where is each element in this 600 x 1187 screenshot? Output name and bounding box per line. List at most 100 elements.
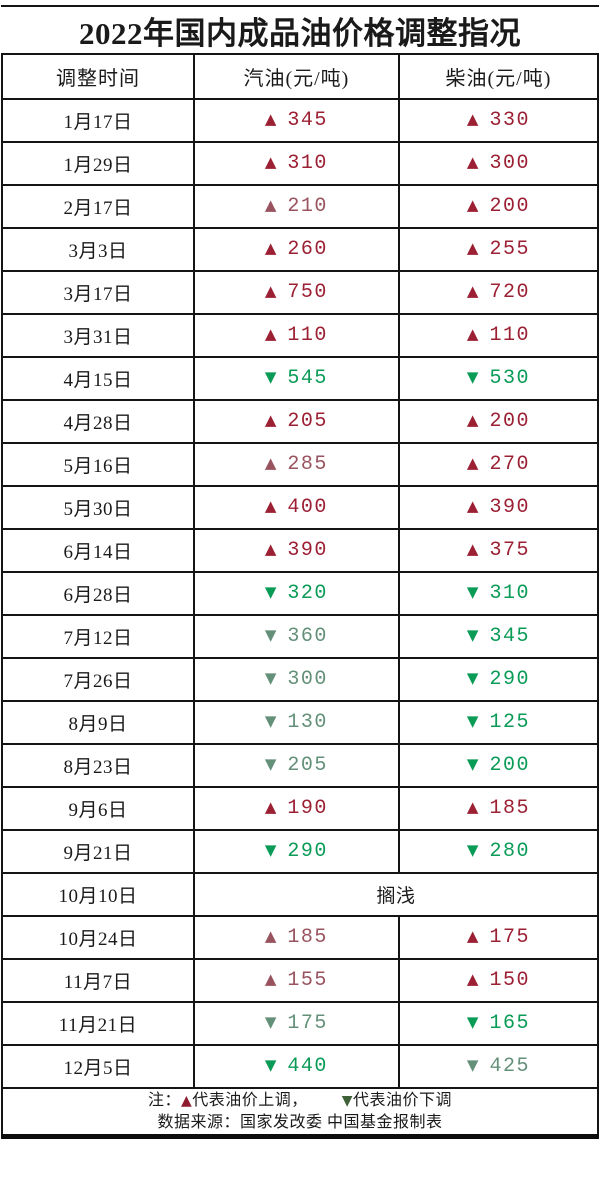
down-triangle-icon: ▼ <box>466 583 479 601</box>
source-line: 数据来源：国家发改委 中国基金报制表 <box>157 1114 443 1131</box>
adjustment-value: 390 <box>287 539 328 562</box>
table-row: 11月7日 ▲ 155 ▲ 150 <box>1 958 600 1003</box>
down-triangle-icon: ▼ <box>466 626 479 644</box>
adjustment-value: 110 <box>287 324 328 347</box>
date-cell: 1月29日 <box>1 141 195 186</box>
table-row: 7月12日 ▼ 360 ▼ 345 <box>1 614 600 659</box>
table-row: 8月9日 ▼ 130 ▼ 125 <box>1 700 600 745</box>
column-header-gasoline: 汽油(元/吨) <box>192 53 400 100</box>
adjustment-value: 185 <box>489 797 530 820</box>
adjustment-value: 530 <box>489 367 530 390</box>
adjustment-value: 175 <box>489 926 530 949</box>
up-triangle-icon: ▲ <box>466 196 479 214</box>
date-cell: 9月6日 <box>1 786 195 831</box>
adjustment-value: 200 <box>489 195 530 218</box>
adjustment-value: 190 <box>287 797 328 820</box>
gasoline-cell: ▼ 300 <box>192 657 400 702</box>
table-row: 9月6日 ▲ 190 ▲ 185 <box>1 786 600 831</box>
up-triangle-icon: ▲ <box>264 540 277 558</box>
date-cell: 1月17日 <box>1 98 195 143</box>
up-triangle-icon: ▲ <box>466 798 479 816</box>
gasoline-cell: ▲ 185 <box>192 915 400 960</box>
diesel-cell: ▲ 200 <box>397 399 600 444</box>
gasoline-cell: ▲ 205 <box>192 399 400 444</box>
up-triangle-icon: ▲ <box>466 497 479 515</box>
note-prefix: 注： <box>147 1092 181 1109</box>
gasoline-cell: ▼ 545 <box>192 356 400 401</box>
diesel-cell: ▲ 270 <box>397 442 600 487</box>
diesel-cell: ▼ 290 <box>397 657 600 702</box>
adjustment-value: 290 <box>287 840 328 863</box>
date-cell: 7月12日 <box>1 614 195 659</box>
stranded-merged-cell: 搁浅 <box>192 872 600 917</box>
down-triangle-icon: ▼ <box>341 1093 354 1109</box>
up-triangle-icon: ▲ <box>264 497 277 515</box>
table-row: 12月5日 ▼ 440 ▼ 425 <box>1 1044 600 1089</box>
adjustment-value: 750 <box>287 281 328 304</box>
adjustment-value: 130 <box>287 711 328 734</box>
column-header-adjust-time: 调整时间 <box>1 53 195 100</box>
up-triangle-icon: ▲ <box>466 927 479 945</box>
date-cell: 6月14日 <box>1 528 195 573</box>
table-row: 2月17日 ▲ 210 ▲ 200 <box>1 184 600 229</box>
table-row: 5月16日 ▲ 285 ▲ 270 <box>1 442 600 487</box>
diesel-cell: ▼ 125 <box>397 700 600 745</box>
diesel-cell: ▼ 200 <box>397 743 600 788</box>
up-triangle-icon: ▲ <box>264 411 277 429</box>
adjustment-value: 330 <box>489 109 530 132</box>
adjustment-value: 375 <box>489 539 530 562</box>
date-cell: 3月31日 <box>1 313 195 358</box>
up-triangle-icon: ▲ <box>264 239 277 257</box>
table-row: 4月28日 ▲ 205 ▲ 200 <box>1 399 600 444</box>
up-triangle-icon: ▲ <box>466 153 479 171</box>
gasoline-cell: ▲ 390 <box>192 528 400 573</box>
date-cell: 8月23日 <box>1 743 195 788</box>
diesel-cell: ▲ 185 <box>397 786 600 831</box>
table-row: 8月23日 ▼ 205 ▼ 200 <box>1 743 600 788</box>
up-triangle-icon: ▲ <box>264 325 277 343</box>
gasoline-cell: ▲ 345 <box>192 98 400 143</box>
adjustment-value: 205 <box>287 754 328 777</box>
gasoline-cell: ▲ 260 <box>192 227 400 272</box>
price-adjustment-table: 调整时间 汽油(元/吨) 柴油(元/吨) 1月17日 ▲ 345 ▲ 330 1月29日 ▲… <box>1 53 600 1139</box>
down-triangle-icon: ▼ <box>466 1056 479 1074</box>
date-cell: 2月17日 <box>1 184 195 229</box>
gasoline-cell: ▲ 310 <box>192 141 400 186</box>
diesel-cell: ▼ 165 <box>397 1001 600 1046</box>
down-triangle-icon: ▼ <box>264 755 277 773</box>
down-triangle-icon: ▼ <box>466 1013 479 1031</box>
diesel-cell: ▲ 200 <box>397 184 600 229</box>
down-triangle-icon: ▼ <box>264 841 277 859</box>
adjustment-value: 260 <box>287 238 328 261</box>
table-row: 10月10日 搁浅 <box>1 872 600 917</box>
adjustment-value: 345 <box>489 625 530 648</box>
diesel-cell: ▼ 345 <box>397 614 600 659</box>
date-cell: 5月30日 <box>1 485 195 530</box>
table-row: 5月30日 ▲ 400 ▲ 390 <box>1 485 600 530</box>
gasoline-cell: ▼ 320 <box>192 571 400 616</box>
adjustment-value: 175 <box>287 1012 328 1035</box>
down-triangle-icon: ▼ <box>264 669 277 687</box>
diesel-cell: ▼ 530 <box>397 356 600 401</box>
adjustment-value: 400 <box>287 496 328 519</box>
adjustment-value: 310 <box>287 152 328 175</box>
up-triangle-icon: ▲ <box>264 454 277 472</box>
adjustment-value: 110 <box>489 324 530 347</box>
down-triangle-icon: ▼ <box>466 841 479 859</box>
up-triangle-icon: ▲ <box>264 110 277 128</box>
column-header-diesel: 柴油(元/吨) <box>397 53 600 100</box>
down-triangle-icon: ▼ <box>264 712 277 730</box>
adjustment-value: 205 <box>287 410 328 433</box>
date-cell: 9月21日 <box>1 829 195 874</box>
gasoline-cell: ▼ 440 <box>192 1044 400 1089</box>
up-triangle-icon: ▲ <box>264 798 277 816</box>
table-row: 4月15日 ▼ 545 ▼ 530 <box>1 356 600 401</box>
page-title: 2022年国内成品油价格调整指况 <box>1 5 599 53</box>
table-row: 1月29日 ▲ 310 ▲ 300 <box>1 141 600 186</box>
adjustment-value: 255 <box>489 238 530 261</box>
gasoline-cell: ▲ 750 <box>192 270 400 315</box>
date-cell: 3月3日 <box>1 227 195 272</box>
up-triangle-icon: ▲ <box>264 927 277 945</box>
diesel-cell: ▲ 255 <box>397 227 600 272</box>
gasoline-cell: ▲ 110 <box>192 313 400 358</box>
